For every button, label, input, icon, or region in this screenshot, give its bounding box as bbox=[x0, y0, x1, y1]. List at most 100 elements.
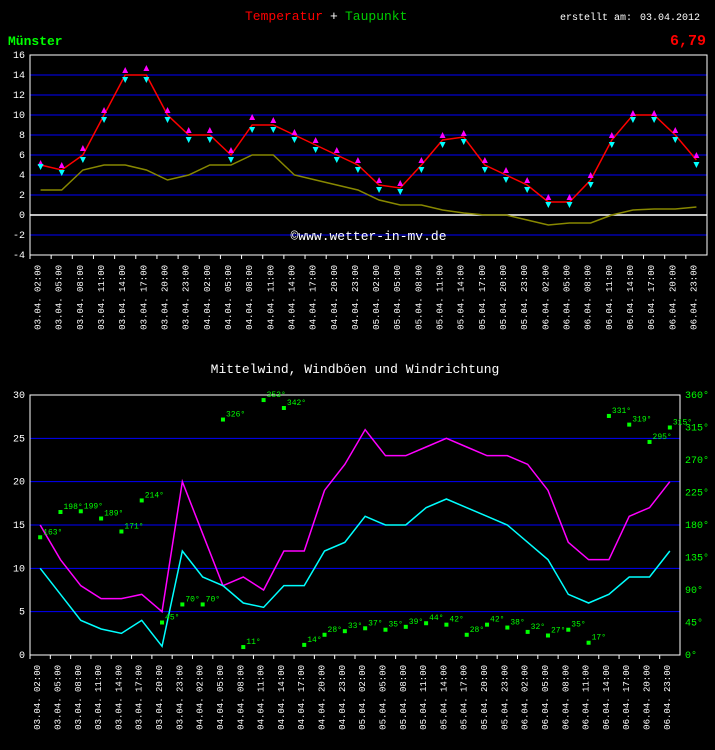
chart1-marker-up bbox=[334, 147, 340, 153]
chart1-marker-down bbox=[566, 202, 572, 208]
chart2-direction-label: 28° bbox=[470, 626, 484, 635]
chart1-ytick: 10 bbox=[13, 111, 25, 122]
chart2-ytick-right: 180° bbox=[685, 520, 709, 532]
chart2-xlabel: 05.04. 17:00 bbox=[460, 665, 470, 730]
chart2-direction-label: 35° bbox=[388, 621, 402, 630]
chart2-xlabel: 03.04. 08:00 bbox=[74, 665, 84, 730]
chart1-xlabel: 05.04. 23:00 bbox=[520, 265, 530, 330]
chart2-direction-label: 70° bbox=[185, 595, 199, 604]
chart1-xlabel: 05.04. 05:00 bbox=[393, 265, 403, 330]
chart2-direction-label: 38° bbox=[510, 619, 524, 628]
chart2-direction-marker bbox=[99, 517, 103, 521]
chart1-xlabel: 04.04. 23:00 bbox=[351, 265, 361, 330]
temperatur-label: Temperatur bbox=[245, 9, 323, 24]
chart2-direction-marker bbox=[546, 634, 550, 638]
chart2-ytick-left: 0 bbox=[19, 651, 25, 662]
chart2-gust-line bbox=[40, 430, 670, 612]
chart2-ytick-right: 0° bbox=[685, 650, 697, 662]
chart2-xlabel: 05.04. 14:00 bbox=[439, 665, 449, 730]
chart2-ytick-left: 20 bbox=[13, 478, 25, 489]
chart2-xlabel: 06.04. 14:00 bbox=[602, 665, 612, 730]
chart2-direction-marker bbox=[424, 621, 428, 625]
chart1-marker-down bbox=[651, 117, 657, 123]
chart2-ytick-right: 90° bbox=[685, 585, 703, 597]
chart2-direction-marker bbox=[444, 623, 448, 627]
chart2-direction-marker bbox=[404, 625, 408, 629]
chart2-direction-label: 14° bbox=[307, 636, 321, 645]
chart1-ytick: 2 bbox=[19, 191, 25, 202]
chart2-ytick-left: 15 bbox=[13, 521, 25, 532]
chart2-xlabel: 04.04. 08:00 bbox=[236, 665, 246, 730]
chart2-direction-marker bbox=[363, 626, 367, 630]
chart2-direction-label: 45° bbox=[165, 614, 179, 623]
chart1-xlabel: 04.04. 02:00 bbox=[203, 265, 213, 330]
chart1-marker-down bbox=[165, 117, 171, 123]
chart1-marker-up bbox=[630, 110, 636, 116]
chart1-marker-up bbox=[524, 177, 530, 183]
chart1-xlabel: 03.04. 05:00 bbox=[55, 265, 65, 330]
chart1-xlabel: 04.04. 11:00 bbox=[266, 265, 276, 330]
chart1-xlabel: 06.04. 23:00 bbox=[689, 265, 699, 330]
chart2-direction-label: 37° bbox=[368, 619, 382, 628]
chart1-marker-down bbox=[588, 182, 594, 188]
location-label: Münster bbox=[8, 34, 63, 49]
chart2-direction-marker bbox=[323, 633, 327, 637]
chart1-marker-down bbox=[80, 157, 86, 163]
erstellt-value: 03.04.2012 bbox=[640, 13, 700, 24]
chart1-xlabel: 06.04. 14:00 bbox=[626, 265, 636, 330]
chart1-marker-up bbox=[418, 157, 424, 163]
chart1-xlabel: 06.04. 02:00 bbox=[541, 265, 551, 330]
chart2-xlabel: 03.04. 20:00 bbox=[155, 665, 165, 730]
chart1-marker-down bbox=[418, 167, 424, 173]
chart1-marker-up bbox=[313, 137, 319, 143]
chart2-xlabel: 04.04. 23:00 bbox=[338, 665, 348, 730]
chart2-direction-marker bbox=[302, 643, 306, 647]
chart1-xlabel: 03.04. 23:00 bbox=[182, 265, 192, 330]
chart2-direction-label: 17° bbox=[592, 634, 606, 643]
chart2-direction-marker bbox=[221, 418, 225, 422]
chart1-ytick: 0 bbox=[19, 211, 25, 222]
chart1-marker-down bbox=[334, 157, 340, 163]
chart2-xlabel: 03.04. 02:00 bbox=[33, 665, 43, 730]
chart2-direction-marker bbox=[607, 414, 611, 418]
chart2-direction-label: 189° bbox=[104, 510, 123, 519]
chart2-xlabel: 06.04. 08:00 bbox=[561, 665, 571, 730]
chart1-xlabel: 04.04. 17:00 bbox=[309, 265, 319, 330]
chart1-ytick: 6 bbox=[19, 151, 25, 162]
chart1-marker-down bbox=[630, 117, 636, 123]
chart1-xlabel: 06.04. 11:00 bbox=[605, 265, 615, 330]
chart1-ytick: 12 bbox=[13, 91, 25, 102]
chart2-ytick-left: 25 bbox=[13, 434, 25, 445]
chart1-xlabel: 06.04. 08:00 bbox=[584, 265, 594, 330]
chart2-xlabel: 05.04. 02:00 bbox=[358, 665, 368, 730]
chart1-xlabel: 06.04. 20:00 bbox=[668, 265, 678, 330]
chart2-direction-label: 353° bbox=[267, 391, 286, 400]
chart1-marker-up bbox=[461, 130, 467, 136]
chart2-direction-label: 33° bbox=[348, 622, 362, 631]
chart1-marker-down bbox=[291, 137, 297, 143]
chart2-xlabel: 03.04. 17:00 bbox=[135, 665, 145, 730]
chart2-direction-marker bbox=[38, 535, 42, 539]
chart2-direction-label: 42° bbox=[449, 616, 463, 625]
chart1-marker-up bbox=[482, 157, 488, 163]
chart2-xlabel: 05.04. 11:00 bbox=[419, 665, 429, 730]
chart1-marker-up bbox=[59, 162, 65, 168]
chart1-marker-down bbox=[524, 187, 530, 193]
chart2-direction-label: 214° bbox=[145, 491, 164, 500]
chart1-marker-down bbox=[693, 162, 699, 168]
chart2-direction-label: 44° bbox=[429, 614, 443, 623]
chart1-ytick: 4 bbox=[19, 171, 25, 182]
chart2-ytick-right: 45° bbox=[685, 618, 703, 630]
chart1-xlabel: 05.04. 14:00 bbox=[457, 265, 467, 330]
chart2-direction-marker bbox=[627, 423, 631, 427]
chart2-ytick-right: 360° bbox=[685, 390, 709, 402]
chart2-direction-label: 319° bbox=[632, 416, 651, 425]
chart1-xlabel: 04.04. 14:00 bbox=[287, 265, 297, 330]
chart1-marker-down bbox=[38, 164, 44, 170]
chart2-direction-label: 39° bbox=[409, 618, 423, 627]
chart2-direction-marker bbox=[241, 645, 245, 649]
chart2-direction-label: 171° bbox=[124, 523, 143, 532]
chart1-marker-down bbox=[186, 137, 192, 143]
chart1-xlabel: 06.04. 17:00 bbox=[647, 265, 657, 330]
chart2-ytick-right: 135° bbox=[685, 553, 709, 565]
